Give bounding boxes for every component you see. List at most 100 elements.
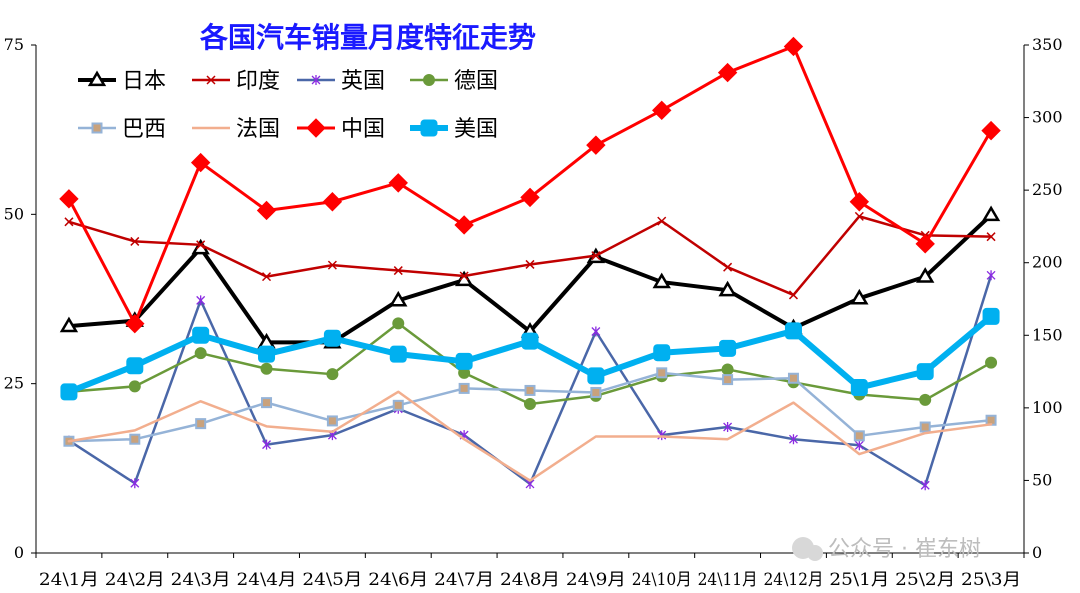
x-tick-label: 24\10月 [632,570,692,590]
x-tick-label: 24\11月 [698,570,758,590]
legend-label: 日本 [122,69,166,94]
x-tick-label: 24\9月 [566,570,626,590]
data-point [326,368,339,381]
data-point [130,478,140,489]
data-point [657,216,667,226]
watermark: 公众号 · 崔东树 [792,537,981,562]
data-point [520,187,540,208]
data-point [787,372,799,384]
series-5 [67,390,993,482]
data-point [656,367,668,379]
series-7 [60,307,1000,401]
series-4 [63,367,997,447]
x-tick-label: 25\3月 [961,570,1021,590]
legend-marker [420,119,438,137]
data-point [721,363,734,376]
data-point [789,434,798,445]
data-point [392,399,404,411]
data-point [920,480,930,491]
legend-label: 英国 [341,69,385,94]
data-point [717,62,738,83]
data-point [388,173,408,193]
y-right-tick-label: 200 [1032,253,1063,272]
data-point [653,344,671,362]
axes: 0 25 50 75 0 50 100 150 200 250 300 350 24\1月 24\2月 24… [4,35,1063,590]
data-point [784,322,802,340]
legend-label: 法国 [236,117,280,142]
data-point [722,374,734,386]
data-point [322,192,343,212]
data-point [981,205,1001,222]
y-right-tick-label: 350 [1032,35,1063,54]
legend-label: 美国 [454,117,498,142]
data-point [652,100,672,121]
x-tick-label: 24\2月 [105,570,165,590]
data-point [719,339,737,357]
legend-marker [423,74,435,86]
legend-item: 日本 [78,69,166,94]
data-point [981,120,1001,141]
legend-marker [311,75,321,85]
data-point [982,307,1000,325]
data-point [723,262,733,272]
data-point [194,347,207,360]
data-point [260,362,273,375]
data-point [652,272,671,289]
data-point [587,367,605,385]
data-point [195,418,207,430]
data-point [590,386,602,398]
data-point [455,352,473,370]
watermark-text: 公众号 · 崔东树 [828,537,981,562]
data-point [192,326,210,344]
data-point [723,422,733,433]
data-point [392,317,405,330]
series-layer [59,36,1001,491]
legend-item: 巴西 [78,117,166,142]
legend-item: 中国 [297,117,385,142]
data-point [919,393,932,406]
data-point [458,382,470,394]
x-tick-label: 25\2月 [895,570,955,590]
legend-label: 中国 [341,117,385,142]
legend-label: 巴西 [122,117,166,142]
data-point [986,232,996,242]
data-point [262,439,271,450]
y-left-tick-label: 75 [4,35,24,54]
y-right-tick-label: 150 [1032,325,1063,344]
data-point [783,36,804,57]
y-right-tick-label: 50 [1032,470,1052,489]
x-tick-label: 24\12月 [763,570,823,590]
legend-item: 印度 [192,69,280,94]
data-point [524,397,536,410]
data-point [521,332,539,350]
data-point [190,152,211,173]
series-1 [64,211,996,300]
x-tick-label: 25\1月 [829,570,889,590]
legend-label: 德国 [454,69,498,94]
data-point [788,290,798,300]
data-point [586,135,606,155]
data-point [853,430,865,442]
legend-item: 德国 [410,69,498,94]
x-tick-label: 24\1月 [39,570,99,590]
legend-marker [206,75,216,85]
data-point [915,234,935,254]
data-point [126,357,144,375]
legend-item: 法国 [192,117,280,142]
y-right-tick-label: 100 [1032,398,1063,417]
data-point [986,270,996,281]
legend-marker [306,118,326,138]
legend-marker [87,70,107,87]
data-point [854,211,864,221]
legend-item: 英国 [297,69,385,94]
data-point [125,313,145,334]
data-point [59,316,79,333]
series-line [67,44,993,326]
y-left-tick-label: 0 [14,543,24,562]
data-point [985,356,998,369]
data-point [916,267,935,283]
series-6 [59,36,1001,334]
data-point [718,280,737,297]
